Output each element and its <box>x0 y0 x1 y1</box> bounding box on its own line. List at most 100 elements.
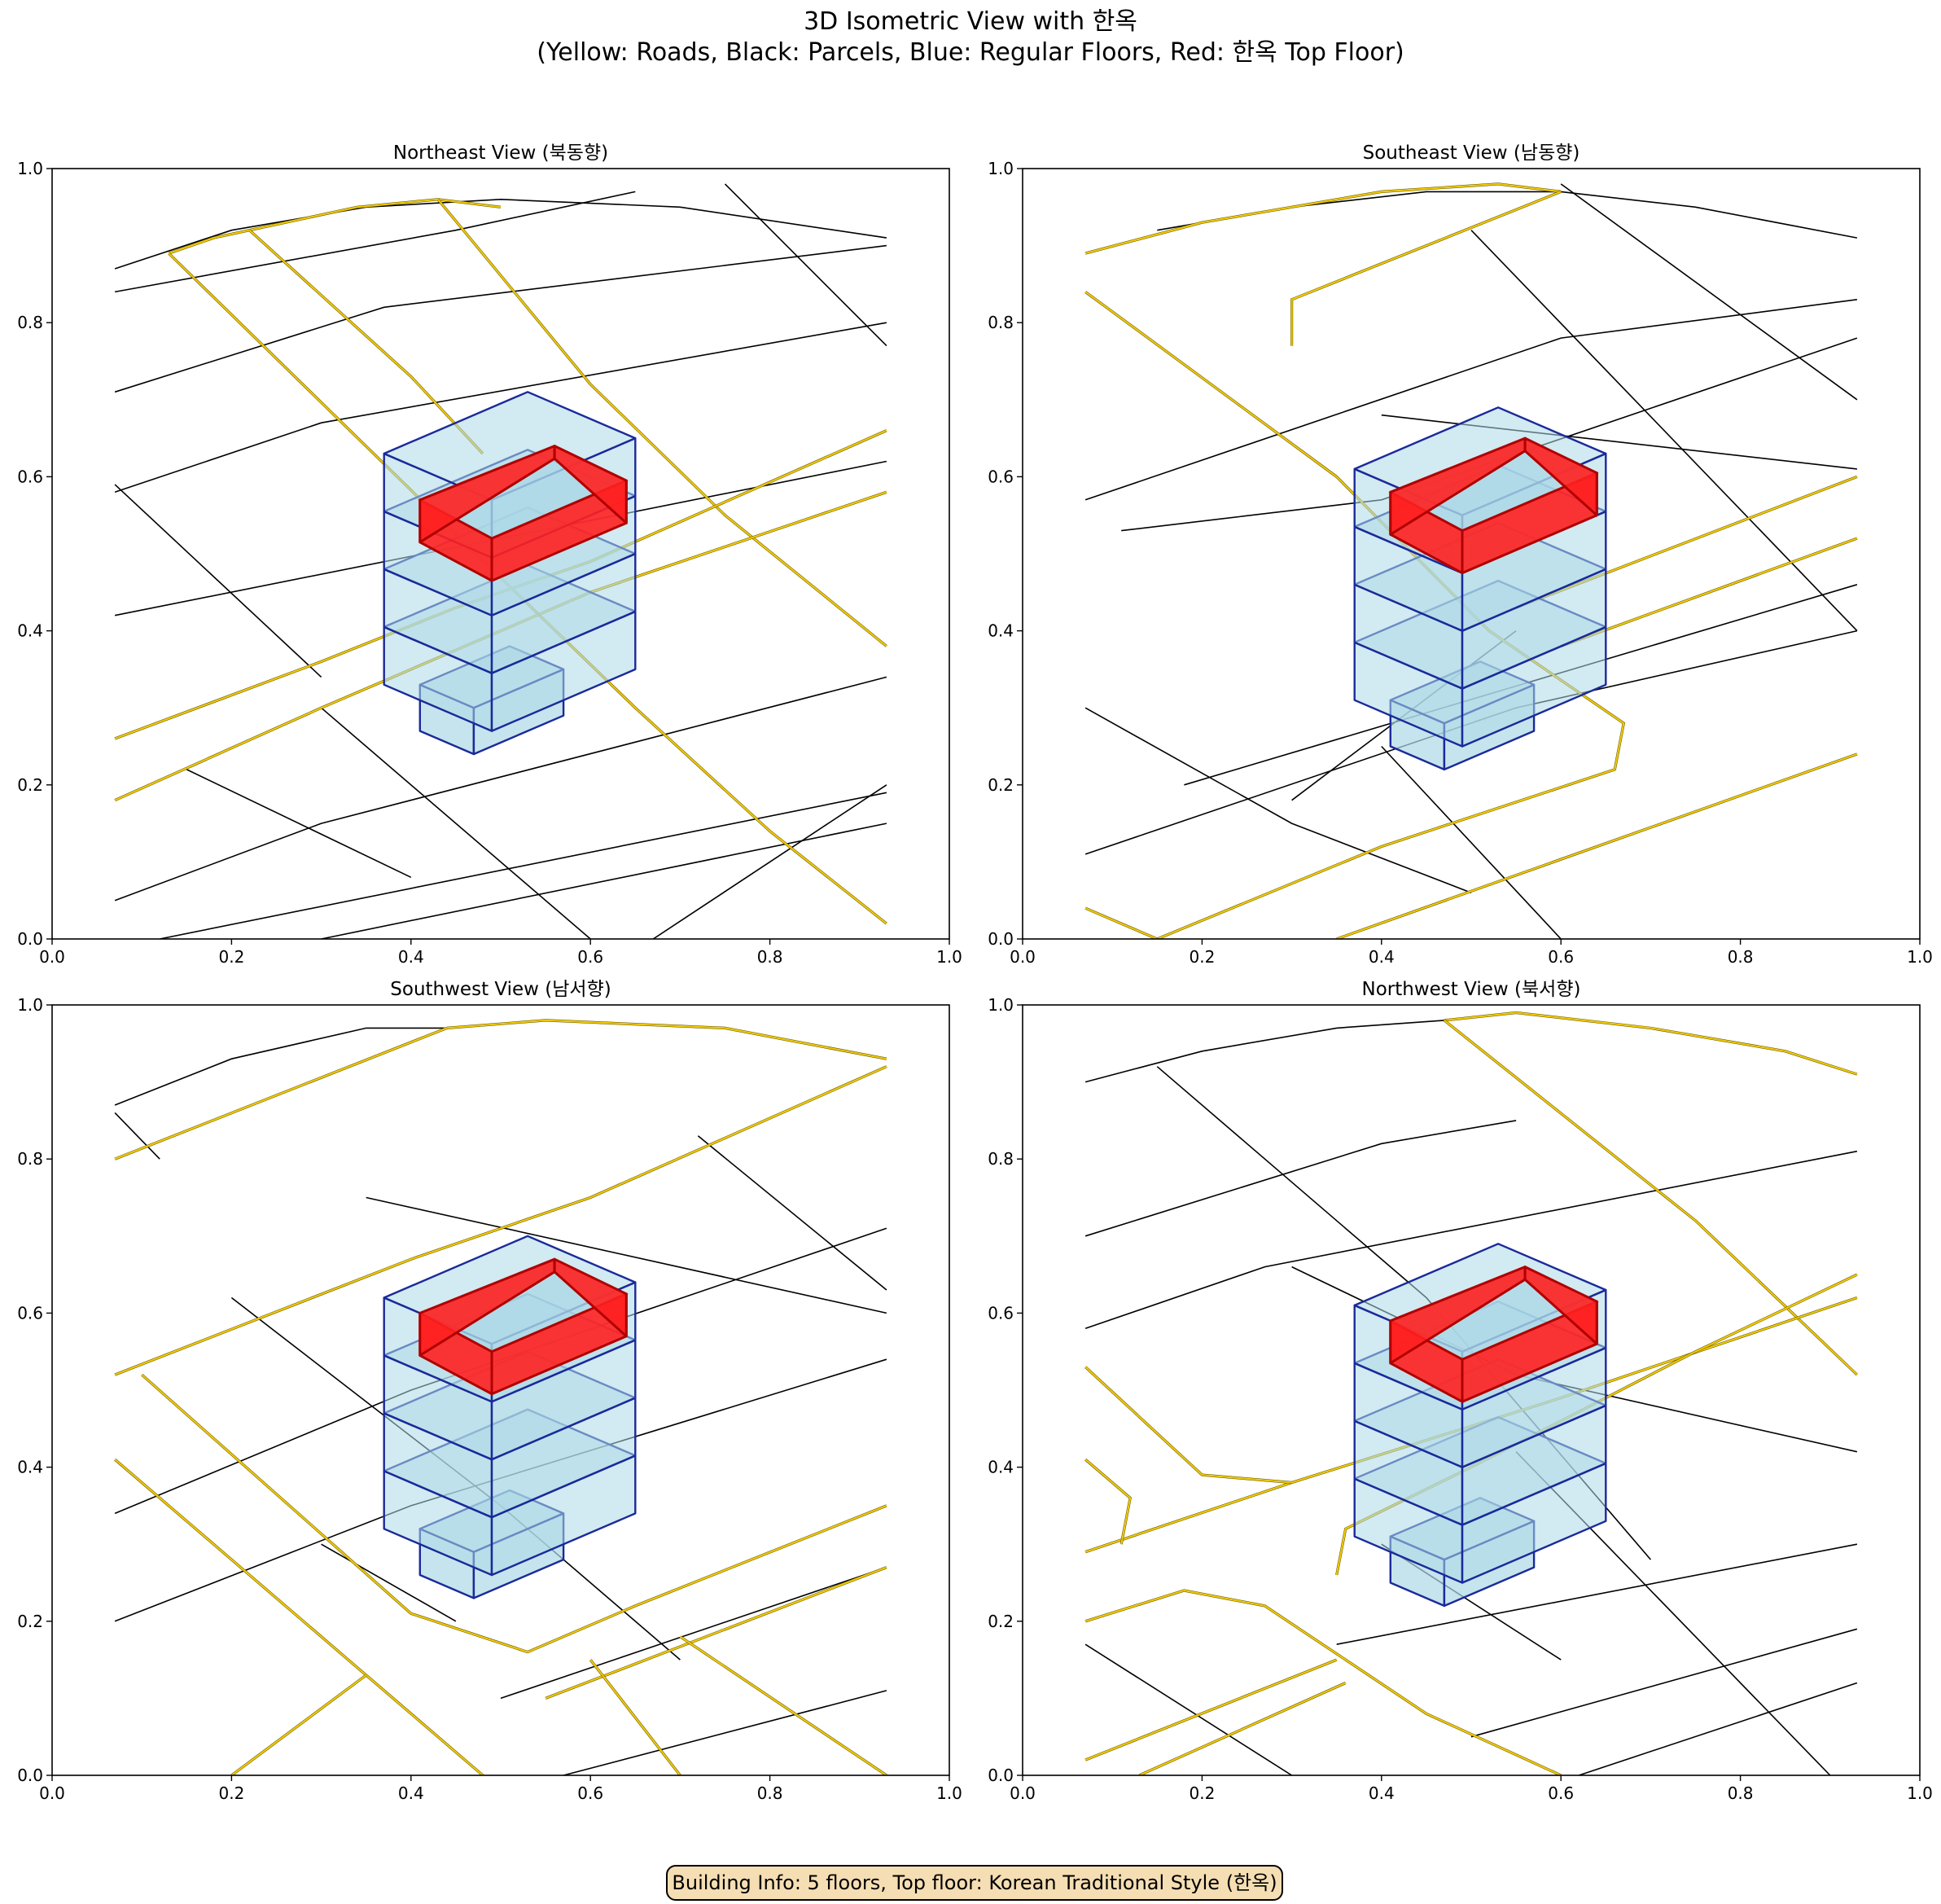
plot-area <box>114 183 887 939</box>
road-edge-line <box>248 229 484 455</box>
road-line <box>1084 1659 1338 1761</box>
parcel-line <box>321 823 887 939</box>
x-tick-label: 0.0 <box>1010 947 1036 967</box>
x-tick-label: 0.6 <box>1548 947 1574 967</box>
parcel-line <box>114 244 887 393</box>
parcel-line <box>1336 1543 1858 1645</box>
road-edge-line <box>1444 1011 1858 1076</box>
y-tick-label: 0.6 <box>988 467 1014 486</box>
subplot-4: 0.0 0.2 0.4 0.6 0.8 1.0 0.0 0.2 0.4 0.6 0.8 1.0 Nort… <box>988 979 1933 1803</box>
parcel-line <box>1084 1120 1517 1237</box>
y-tick-label: 0.2 <box>988 775 1014 795</box>
parcel-line <box>1470 1628 1858 1738</box>
parcel-line <box>1084 299 1858 501</box>
parcel-line <box>366 1196 887 1314</box>
figure-title-line-1: 3D Isometric View with 한옥 <box>804 7 1137 36</box>
x-tick-label: 0.0 <box>39 947 65 967</box>
y-tick-label: 1.0 <box>17 995 43 1015</box>
axes-frame <box>1022 1004 1921 1776</box>
road-line <box>1444 1020 1858 1375</box>
parcel-line <box>697 1135 887 1291</box>
parcel-line <box>114 1027 447 1106</box>
road-line <box>1084 907 1158 939</box>
road-edge-line <box>1290 190 1562 346</box>
y-tick-label: 0.4 <box>17 1458 43 1477</box>
x-tick-label: 1.0 <box>936 1783 962 1803</box>
road-line <box>1444 1011 1858 1076</box>
plot-area <box>1084 1011 1859 1775</box>
road-edge-line <box>1084 1366 1292 1485</box>
axes-frame <box>1022 168 1921 940</box>
road-edge-line <box>1084 182 1562 255</box>
x-tick-label: 0.8 <box>1728 1783 1754 1803</box>
x-tick-label: 0.4 <box>398 1783 424 1803</box>
y-tick-label: 0.4 <box>988 621 1014 641</box>
y-tick-label: 0.8 <box>988 1149 1014 1169</box>
subplot-1: 0.0 0.2 0.4 0.6 0.8 1.0 0.0 0.2 0.4 0.6 0.8 1.0 Nort… <box>17 143 962 967</box>
parcel-line <box>563 1690 887 1775</box>
y-tick-label: 0.0 <box>988 1766 1014 1785</box>
y-tick-label: 0.2 <box>988 1612 1014 1631</box>
road-line <box>1560 537 1858 647</box>
road-line <box>114 1065 887 1376</box>
parcel-line <box>114 484 322 678</box>
y-tick-label: 0.2 <box>17 775 43 795</box>
road-line <box>1336 752 1858 939</box>
road-line <box>1290 191 1562 346</box>
x-tick-label: 0.6 <box>577 1783 603 1803</box>
y-tick-label: 0.8 <box>17 1149 43 1169</box>
hanok-wall <box>1523 437 1598 517</box>
x-tick-label: 0.8 <box>1728 947 1754 967</box>
y-tick-label: 0.6 <box>17 467 43 486</box>
figure-title-line-2: (Yellow: Roads, Black: Parcels, Blue: Re… <box>537 38 1404 67</box>
y-tick-label: 0.6 <box>17 1303 43 1323</box>
road-line <box>230 1674 367 1775</box>
road-line <box>679 1635 887 1775</box>
x-tick-label: 0.0 <box>1010 1783 1036 1803</box>
parcel-line <box>1084 707 1472 893</box>
parcel-line <box>1578 1682 1858 1775</box>
road-line <box>114 1027 448 1160</box>
x-tick-label: 0.4 <box>1369 1783 1395 1803</box>
parcel-line <box>114 191 636 293</box>
x-tick-label: 0.8 <box>757 947 783 967</box>
road-edge-line <box>168 198 502 255</box>
parcel-line <box>1381 745 1562 939</box>
subplot-title: Southeast View (남동향) <box>1363 143 1580 164</box>
y-tick-label: 0.0 <box>988 929 1014 949</box>
x-tick-label: 1.0 <box>936 947 962 967</box>
road-line <box>141 1374 887 1653</box>
road-line <box>1084 1366 1292 1484</box>
y-tick-label: 0.4 <box>988 1458 1014 1477</box>
hanok-wall <box>1523 1266 1598 1345</box>
subplot-title: Southwest View (남서향) <box>390 979 611 1000</box>
parcel-line <box>186 769 412 879</box>
y-tick-label: 0.4 <box>17 621 43 641</box>
x-tick-label: 1.0 <box>1907 947 1933 967</box>
road-line <box>248 229 484 454</box>
y-tick-label: 0.8 <box>988 313 1014 332</box>
axes-frame <box>51 1004 950 1776</box>
y-tick-label: 1.0 <box>17 159 43 178</box>
subplot-2: 0.0 0.2 0.4 0.6 0.8 1.0 0.0 0.2 0.4 0.6 0.8 1.0 Sout… <box>988 143 1933 967</box>
axes-frame <box>51 168 950 940</box>
parcel-line <box>724 183 887 347</box>
parcel-line <box>652 784 887 939</box>
x-tick-label: 0.2 <box>218 947 244 967</box>
road-line <box>1084 182 1562 255</box>
parcel-line <box>160 792 887 939</box>
parcel-line <box>114 322 887 494</box>
road-line <box>168 198 502 255</box>
hanok-wall <box>553 1257 628 1338</box>
road-edge-line <box>1084 1589 1562 1775</box>
road-line <box>1138 1682 1347 1775</box>
subplot-3: 0.0 0.2 0.4 0.6 0.8 1.0 0.0 0.2 0.4 0.6 0.8 1.0 Sout… <box>17 979 962 1803</box>
plot-area <box>114 1019 887 1775</box>
y-tick-label: 0.6 <box>988 1303 1014 1323</box>
parcel-line <box>321 707 591 939</box>
parcel-line <box>114 198 887 270</box>
road-line <box>1084 291 1625 939</box>
parcel-line <box>114 1112 160 1160</box>
y-tick-label: 0.8 <box>17 313 43 332</box>
